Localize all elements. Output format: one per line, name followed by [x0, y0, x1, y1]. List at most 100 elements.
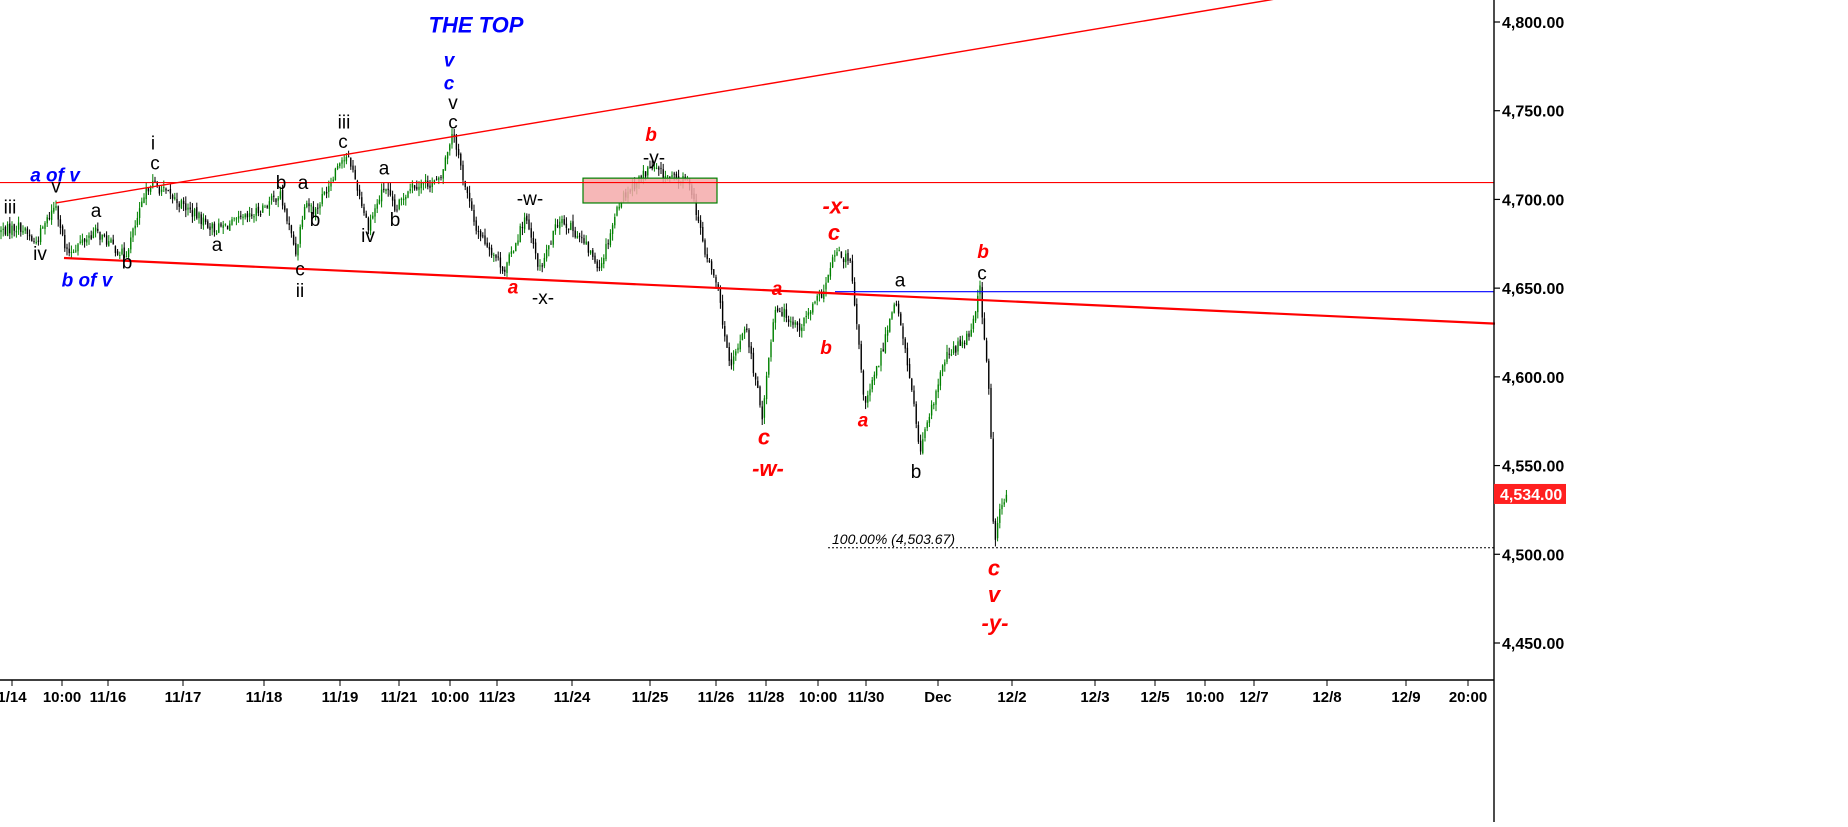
- candle-body: [581, 237, 583, 239]
- candle-body: [218, 223, 220, 233]
- candle-body: [856, 303, 858, 324]
- candle-body: [851, 260, 854, 282]
- candle: [768, 357, 770, 378]
- candle-body: [136, 217, 139, 225]
- candle-body: [361, 197, 363, 207]
- candle-body: [50, 210, 53, 220]
- candle: [143, 193, 145, 204]
- candle: [39, 224, 42, 245]
- candle-body: [383, 188, 385, 190]
- candle-body: [185, 203, 187, 211]
- candle: [889, 318, 891, 333]
- candle-body: [497, 256, 499, 258]
- candle-body: [88, 235, 90, 238]
- candle: [277, 196, 279, 208]
- candle-body: [202, 217, 205, 226]
- candle-body: [108, 241, 110, 246]
- x-tick-label: 10:00: [43, 689, 81, 706]
- candle: [420, 179, 422, 194]
- candle: [17, 216, 20, 235]
- candle-body: [752, 352, 755, 374]
- candle: [952, 341, 955, 355]
- candle: [974, 310, 977, 323]
- candle-body: [292, 234, 295, 245]
- candle-body: [1001, 505, 1003, 510]
- candle: [213, 221, 216, 237]
- candle-body: [75, 250, 77, 252]
- candle-body: [675, 173, 678, 178]
- candle: [534, 238, 537, 260]
- candle: [728, 342, 730, 367]
- candle-body: [798, 323, 801, 331]
- candle: [946, 344, 948, 365]
- candle: [871, 376, 873, 393]
- wave-label: a: [508, 277, 519, 298]
- candle: [829, 262, 832, 280]
- candle-body: [125, 256, 128, 258]
- candle: [906, 342, 909, 372]
- candle: [816, 293, 818, 306]
- candle: [585, 235, 587, 245]
- candle: [207, 219, 209, 229]
- candle-body: [664, 175, 667, 179]
- candle-body: [440, 177, 442, 179]
- candle-body: [57, 206, 59, 220]
- candle: [860, 340, 862, 373]
- candle: [202, 213, 205, 230]
- candle: [970, 323, 972, 338]
- candle-body: [284, 205, 286, 211]
- candle-body: [803, 317, 805, 327]
- candle-body: [231, 219, 233, 225]
- candle: [339, 162, 341, 169]
- candle-body: [702, 227, 704, 242]
- candle: [457, 143, 460, 159]
- candle-body: [400, 198, 403, 200]
- candle-body: [710, 261, 713, 270]
- candle: [752, 347, 755, 377]
- candle: [750, 341, 752, 360]
- candle-body: [446, 151, 449, 159]
- candle: [312, 201, 315, 218]
- candle: [237, 210, 240, 223]
- candle: [479, 229, 482, 242]
- candle: [798, 318, 801, 337]
- candle-body: [270, 196, 273, 201]
- candle-body: [816, 295, 818, 301]
- candle-body: [314, 208, 317, 216]
- candle: [394, 194, 396, 213]
- candle: [913, 385, 915, 407]
- candle-body: [110, 239, 112, 243]
- candle: [220, 222, 222, 228]
- candle-body: [831, 257, 834, 268]
- candle: [783, 303, 785, 322]
- candle: [517, 234, 519, 246]
- candle-body: [763, 398, 766, 418]
- candle: [46, 214, 48, 227]
- candle: [222, 220, 224, 235]
- candle-body: [396, 209, 398, 211]
- candle: [713, 268, 715, 278]
- candle: [418, 181, 420, 197]
- x-tick-label: 1/14: [0, 689, 27, 706]
- candle: [884, 327, 887, 354]
- candle-body: [845, 253, 847, 263]
- candle: [211, 222, 213, 236]
- candle-body: [319, 204, 321, 209]
- candle: [169, 183, 172, 200]
- candle: [875, 365, 878, 379]
- candle-body: [297, 244, 299, 256]
- x-tick-label: 11/21: [381, 689, 418, 706]
- candle: [537, 252, 539, 271]
- candle-body: [268, 201, 271, 209]
- candle: [510, 246, 513, 258]
- candle-body: [603, 257, 605, 265]
- candle-body: [290, 225, 293, 234]
- candle-body: [367, 217, 370, 231]
- candle-body: [369, 219, 372, 231]
- candle: [343, 155, 345, 168]
- candle-body: [728, 347, 730, 361]
- candle-body: [869, 389, 871, 396]
- candle-body: [466, 187, 469, 193]
- candle-body: [165, 188, 167, 191]
